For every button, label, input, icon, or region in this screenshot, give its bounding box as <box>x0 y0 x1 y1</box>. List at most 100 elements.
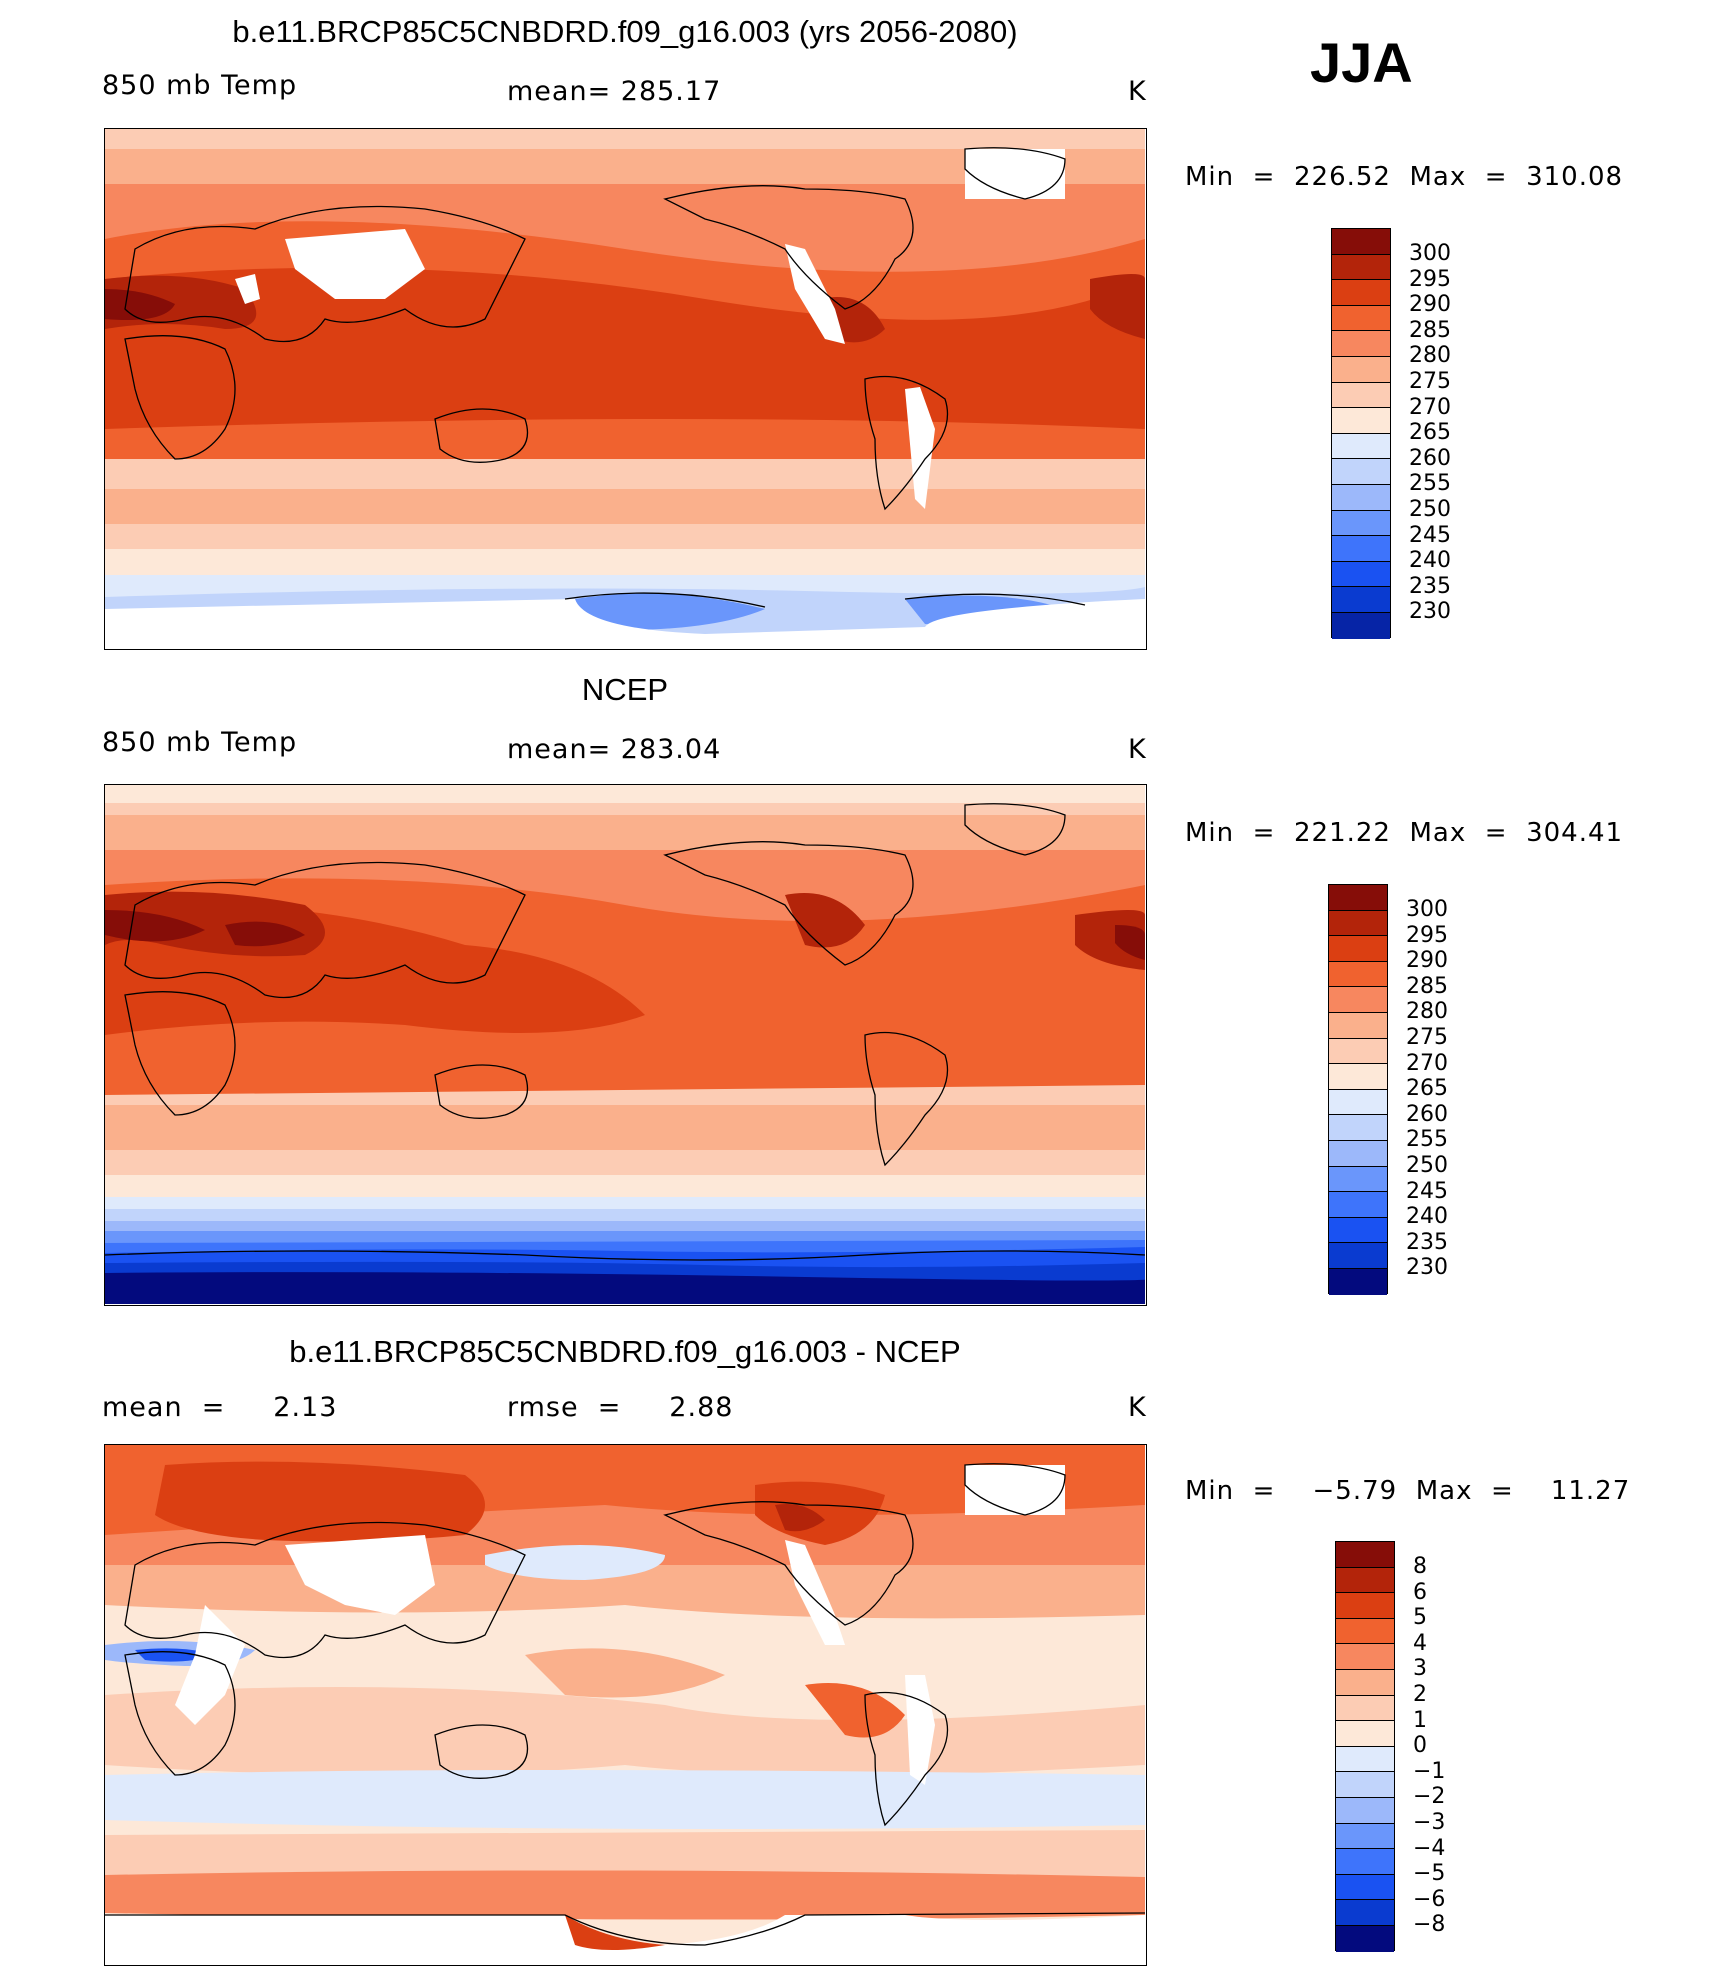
legend-label: 280 <box>1406 999 1448 1025</box>
legend-label: 255 <box>1406 1127 1448 1153</box>
panel-2-swatch <box>1329 1012 1387 1039</box>
panel-3-swatch <box>1336 1721 1394 1747</box>
panel-3-legend-bar <box>1335 1541 1395 1952</box>
panel-1-swatch <box>1332 408 1390 434</box>
legend-label: 255 <box>1409 471 1451 497</box>
panel-1-swatch <box>1332 305 1390 332</box>
legend-label: 275 <box>1406 1025 1448 1050</box>
panel-3-swatch <box>1336 1542 1394 1568</box>
legend-label: 8 <box>1413 1554 1427 1579</box>
panel-2-legend-labels: 300 295 290 285 280 275 270 265 260 255 … <box>1406 899 1466 1299</box>
panel-1-variable-label: 850 mb Temp <box>102 70 298 101</box>
panel-3-swatch <box>1336 1797 1394 1824</box>
panel-1-map-canvas <box>105 129 1145 648</box>
legend-label: 4 <box>1413 1630 1427 1656</box>
legend-label: 2 <box>1413 1682 1427 1707</box>
panel-3-swatch <box>1336 1593 1394 1619</box>
legend-label: 260 <box>1406 1101 1448 1127</box>
panel-3-minmax: Min = −5.79 Max = 11.27 <box>1185 1476 1631 1506</box>
legend-label: 240 <box>1406 1204 1448 1230</box>
panel-3-swatch <box>1336 1618 1394 1645</box>
panel-1-legend-labels: 300 295 290 285 280 275 270 265 260 255 … <box>1409 243 1469 643</box>
legend-label: −5 <box>1413 1861 1446 1887</box>
panel-2-swatch <box>1329 936 1387 962</box>
panel-2-variable-label: 850 mb Temp <box>102 727 298 758</box>
panel-2-units: K <box>1128 734 1147 765</box>
legend-label: 230 <box>1409 599 1451 625</box>
panel-3-swatch <box>1336 1874 1394 1901</box>
panel-3-swatch <box>1336 1695 1394 1722</box>
panel-2-swatch <box>1329 1166 1387 1193</box>
legend-label: 235 <box>1409 573 1451 599</box>
legend-label: 265 <box>1409 420 1451 446</box>
legend-label: −1 <box>1413 1758 1446 1784</box>
season-label: JJA <box>1310 31 1413 94</box>
legend-label: 1 <box>1413 1707 1427 1733</box>
panel-1-map <box>104 128 1147 650</box>
panel-3-swatch <box>1336 1644 1394 1670</box>
panel-3-mean-label: mean = 2.13 <box>102 1392 338 1423</box>
panel-1-swatch <box>1332 229 1390 255</box>
panel-1-swatch <box>1332 433 1390 460</box>
legend-label: 295 <box>1409 266 1451 292</box>
panel-2-swatch <box>1329 1089 1387 1116</box>
legend-label: 235 <box>1406 1229 1448 1255</box>
legend-label: 6 <box>1413 1579 1427 1605</box>
legend-label: 240 <box>1409 548 1451 574</box>
panel-2-map-canvas <box>105 785 1145 1304</box>
legend-label: −8 <box>1413 1912 1446 1938</box>
legend-label: 270 <box>1406 1050 1448 1076</box>
panel-2-title: NCEP <box>581 672 669 707</box>
panel-1-minmax: Min = 226.52 Max = 310.08 <box>1185 162 1624 192</box>
legend-label: 245 <box>1406 1178 1448 1204</box>
panel-3-swatch <box>1336 1669 1394 1696</box>
panel-2-mean-label: mean= 283.04 <box>507 734 722 765</box>
panel-2-swatch <box>1329 885 1387 911</box>
legend-label: −3 <box>1413 1810 1446 1835</box>
panel-1-swatch <box>1332 280 1390 306</box>
panel-1-mean-label: mean= 285.17 <box>507 76 722 107</box>
panel-1-swatch <box>1332 510 1390 537</box>
legend-label: 290 <box>1406 948 1448 974</box>
panel-3-swatch <box>1336 1849 1394 1875</box>
panel-2-map <box>104 784 1147 1306</box>
panel-2-swatch <box>1329 1268 1387 1295</box>
legend-label: 275 <box>1409 369 1451 394</box>
legend-label: −4 <box>1413 1835 1446 1861</box>
legend-label: 300 <box>1409 241 1451 266</box>
legend-label: 295 <box>1406 922 1448 948</box>
panel-1-title: b.e11.BRCP85C5CNBDRD.f09_g16.003 (yrs 20… <box>232 14 1018 49</box>
panel-3-swatch <box>1336 1925 1394 1952</box>
panel-1-swatch <box>1332 587 1390 613</box>
panel-2-legend-bar <box>1328 884 1388 1295</box>
panel-1-swatch <box>1332 331 1390 357</box>
panel-2-swatch <box>1329 1243 1387 1269</box>
panel-3-map <box>104 1444 1147 1966</box>
legend-label: 245 <box>1409 522 1451 548</box>
panel-3-units: K <box>1128 1392 1147 1423</box>
legend-label: 250 <box>1409 497 1451 522</box>
panel-2-swatch <box>1329 1038 1387 1065</box>
panel-2-swatch <box>1329 961 1387 988</box>
panel-3-swatch <box>1336 1823 1394 1850</box>
panel-3-swatch <box>1336 1746 1394 1773</box>
legend-label: 250 <box>1406 1153 1448 1178</box>
panel-1-swatch <box>1332 484 1390 511</box>
panel-2-swatch <box>1329 987 1387 1013</box>
legend-label: −2 <box>1413 1784 1446 1810</box>
panel-2-swatch <box>1329 1217 1387 1244</box>
legend-label: 300 <box>1406 897 1448 922</box>
panel-3-swatch <box>1336 1900 1394 1926</box>
panel-3-title: b.e11.BRCP85C5CNBDRD.f09_g16.003 - NCEP <box>289 1334 961 1369</box>
legend-label: 230 <box>1406 1255 1448 1281</box>
panel-1-legend-bar <box>1331 228 1391 639</box>
legend-label: 3 <box>1413 1656 1427 1682</box>
panel-3-rmse-label: rmse = 2.88 <box>507 1392 734 1423</box>
panel-2-swatch <box>1329 1064 1387 1090</box>
legend-label: 260 <box>1409 445 1451 471</box>
legend-label: 285 <box>1409 317 1451 343</box>
legend-label: 265 <box>1406 1076 1448 1102</box>
legend-label: 290 <box>1409 292 1451 318</box>
panel-2-swatch <box>1329 1115 1387 1141</box>
legend-label: 5 <box>1413 1605 1427 1631</box>
